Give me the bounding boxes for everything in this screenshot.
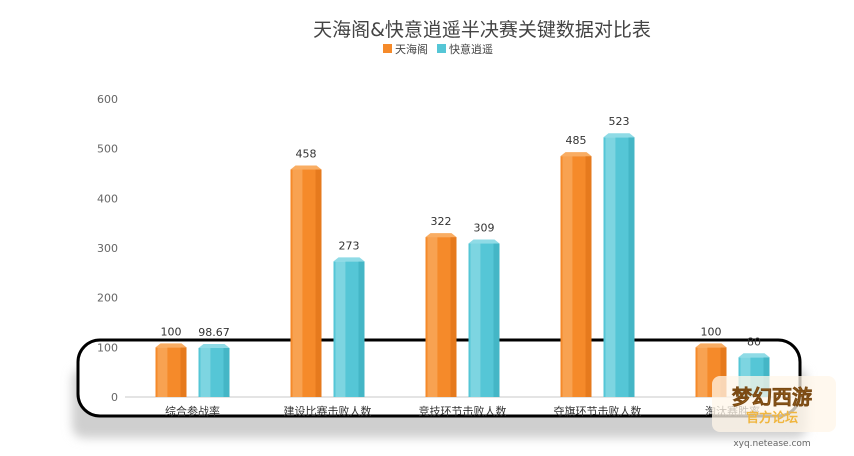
y-tick-label: 400: [97, 192, 118, 205]
bar-value-label: 98.67: [198, 326, 230, 339]
legend-label: 快意逍遥: [449, 42, 493, 56]
bar: [333, 257, 365, 397]
legend-swatch: [383, 44, 392, 53]
x-category-label: 综合参战率: [165, 404, 220, 418]
y-tick-label: 600: [97, 93, 118, 106]
watermark-logo: 梦幻西游 官方论坛 xyq.netease.com: [712, 376, 836, 449]
bar-value-label: 100: [701, 325, 722, 338]
bar: [560, 152, 592, 397]
svg-text:官方论坛: 官方论坛: [746, 410, 798, 426]
bar: [468, 239, 500, 397]
watermark-url: xyq.netease.com: [733, 439, 810, 449]
y-tick-label: 100: [97, 341, 118, 354]
bar: [198, 343, 230, 397]
legend-swatch: [437, 44, 446, 53]
bars: 100 98.67 458 273 322 309 485 523 100 80: [155, 115, 770, 397]
bar-value-label: 309: [474, 222, 495, 235]
bar-value-label: 322: [431, 215, 452, 228]
svg-text:梦幻西游: 梦幻西游: [732, 385, 812, 409]
y-tick-label: 0: [111, 391, 118, 404]
y-tick-label: 200: [97, 292, 118, 305]
bar-value-label: 80: [747, 335, 761, 348]
x-category-label: 夺旗环节击败人数: [554, 404, 642, 418]
y-tick-label: 300: [97, 242, 118, 255]
bar: [695, 343, 727, 397]
bar-value-label: 485: [566, 134, 587, 147]
bar: [290, 165, 322, 397]
y-tick-label: 500: [97, 143, 118, 156]
bar-value-label: 100: [161, 325, 182, 338]
legend: 天海阁 快意逍遥: [383, 42, 493, 56]
bar: [155, 343, 187, 397]
bar-value-label: 458: [296, 148, 317, 161]
bar: [425, 233, 457, 397]
x-category-label: 竞技环节击败人数: [419, 404, 507, 418]
bar-value-label: 273: [339, 239, 360, 252]
y-axis: 0 100 200 300 400 500 600: [97, 93, 118, 404]
chart-title: 天海阁&快意逍遥半决赛关键数据对比表: [313, 19, 651, 41]
bar-value-label: 523: [609, 115, 630, 128]
x-category-label: 建设比赛击败人数: [284, 404, 372, 418]
legend-label: 天海阁: [395, 42, 428, 56]
bar: [603, 133, 635, 397]
